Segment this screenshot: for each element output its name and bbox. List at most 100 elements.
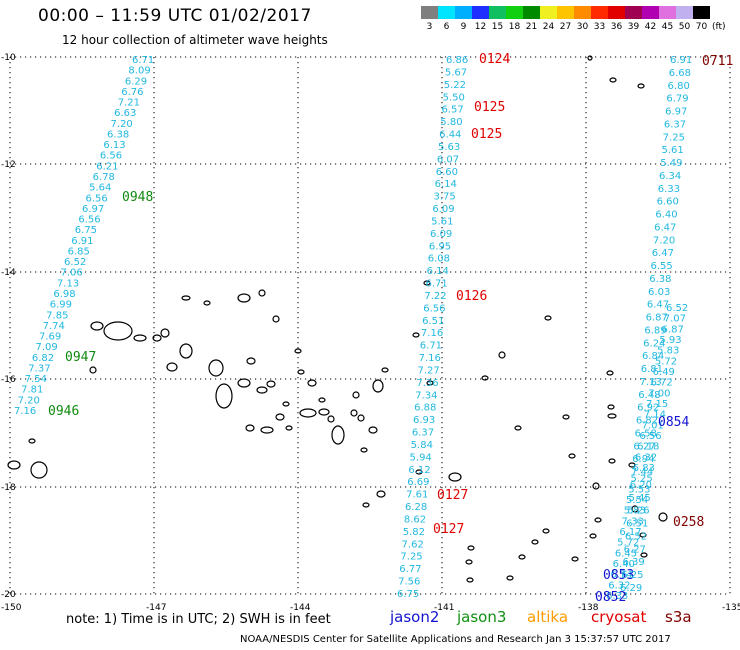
island-outline	[237, 293, 251, 303]
swh-value: 7.81	[21, 385, 43, 396]
axis-labels: -10 -12 -14 -16 -18 -20 -150 -147 -144 -141 -138 -1…	[1, 53, 740, 613]
swh-value: 6.60	[436, 167, 458, 178]
swh-value: 6.56	[639, 431, 661, 442]
swh-value: 6.37	[664, 119, 686, 130]
swh-value: 7.13	[57, 278, 79, 289]
swh-value: 6.87	[646, 313, 668, 324]
pass-time-label: 0711	[702, 54, 733, 69]
swh-value: 6.69	[407, 477, 429, 488]
color-swatch	[625, 6, 642, 19]
swh-value: 6.27	[624, 544, 646, 555]
swh-value: 7.00	[648, 388, 670, 399]
island-outline	[160, 328, 170, 338]
island-outline	[609, 77, 617, 83]
swh-value: 6.51	[626, 519, 648, 530]
island-outlines	[7, 55, 668, 583]
color-swatch-label: 15	[491, 22, 504, 32]
swh-value: 6.27	[633, 441, 655, 452]
page-title: 00:00 – 11:59 UTC 01/02/2017	[38, 6, 312, 26]
swh-value: 6.89	[644, 325, 666, 336]
pass-time-label: 0258	[673, 515, 704, 530]
swh-value: 6.34	[659, 171, 681, 182]
swh-value: 7.85	[46, 310, 68, 321]
swh-value: 6.75	[75, 225, 97, 236]
island-outline	[607, 404, 615, 410]
island-outline	[531, 539, 539, 545]
color-swatch-label: 6	[443, 22, 450, 32]
swh-value: 6.24	[643, 338, 665, 349]
swh-value: 5.61	[661, 145, 683, 156]
swh-value: 7.25	[663, 132, 685, 143]
satellite-legend-item: jason3	[457, 608, 507, 626]
swh-value: 6.21	[96, 161, 118, 172]
color-swatch-label: 9	[460, 22, 467, 32]
swh-value: 6.14	[427, 266, 449, 277]
swh-value: 6.97	[82, 204, 104, 215]
island-outline	[179, 343, 193, 359]
swh-value: 6.85	[68, 246, 90, 257]
island-outline	[637, 83, 645, 89]
color-swatch	[693, 6, 710, 19]
color-swatch-label: 21	[525, 22, 538, 32]
swh-value: 7.37	[28, 363, 50, 374]
swh-value: 6.52	[666, 303, 688, 314]
swh-value: 7.56	[398, 577, 420, 588]
island-outline	[90, 321, 104, 331]
swh-value: 6.98	[53, 289, 75, 300]
swh-value: 6.17	[619, 527, 641, 538]
swh-value: 6.55	[650, 261, 672, 272]
swh-value: 6.78	[93, 172, 115, 183]
page-subtitle: 12 hour collection of altimeter wave hei…	[62, 33, 328, 47]
island-outline	[518, 554, 526, 560]
swh-value: 5.63	[438, 142, 460, 153]
swh-value: 7.01	[642, 420, 664, 431]
island-outline	[587, 55, 593, 61]
swh-value: 6.38	[649, 274, 671, 285]
swh-value: 7.62	[402, 539, 424, 550]
pass-time-label: 0946	[48, 404, 79, 419]
island-outline	[133, 334, 147, 342]
swh-value: 6.74	[610, 570, 632, 581]
swh-value: 6.95	[429, 241, 451, 252]
swh-value: 6.56	[100, 151, 122, 162]
swh-value: 6.39	[622, 557, 644, 568]
swh-value: 6.13	[103, 140, 125, 151]
swh-value: 7.36	[416, 378, 438, 389]
swh-value: 6.87	[662, 324, 684, 335]
island-outline	[260, 426, 274, 434]
lon-label: -144	[290, 603, 311, 613]
island-outline	[368, 426, 378, 434]
island-outline	[631, 505, 639, 513]
color-swatch-label: 24	[542, 22, 555, 32]
swh-value: 6.60	[657, 197, 679, 208]
swh-value: 6.20	[630, 480, 652, 491]
color-swatch	[438, 6, 455, 19]
color-swatch-label: 18	[508, 22, 521, 32]
swh-value: 5.67	[445, 67, 467, 78]
swh-value: 5.25	[630, 474, 652, 485]
island-outline	[272, 315, 280, 323]
swh-value: 6.52	[625, 531, 647, 542]
swh-value: 6.58	[635, 428, 657, 439]
swh-value: 6.25	[621, 570, 643, 581]
pass-time-label: 0125	[474, 100, 505, 115]
swh-value: 5.82	[403, 527, 425, 538]
swh-value: 6.40	[655, 210, 677, 221]
island-outline	[256, 386, 268, 394]
island-outline	[350, 409, 358, 417]
swh-value: 5.72	[617, 538, 639, 549]
swh-value: 6.49	[653, 367, 675, 378]
swh-value: 7.54	[25, 374, 47, 385]
swh-value: 5.61	[431, 216, 453, 227]
color-swatch	[472, 6, 489, 19]
swh-value: 6.82	[32, 353, 54, 364]
pass-time-label: 0853	[603, 568, 634, 583]
swh-value: 7.27	[418, 365, 440, 376]
swh-value: 5.50	[443, 92, 465, 103]
island-outline	[89, 366, 97, 374]
swh-value: 5.93	[659, 335, 681, 346]
lon-label: -135	[722, 603, 740, 613]
swh-value: 7.14	[644, 410, 666, 421]
swh-value: 6.83	[633, 463, 655, 474]
swh-value: 7.22	[424, 291, 446, 302]
